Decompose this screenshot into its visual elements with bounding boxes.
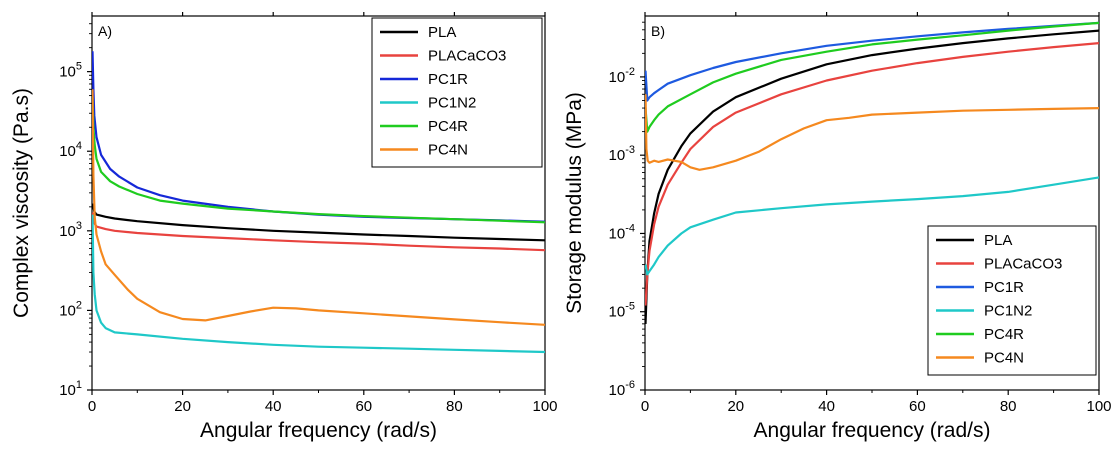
legend-label: PC1N2: [428, 95, 476, 112]
x-tick-label: 0: [88, 398, 96, 415]
x-tick-label: 100: [532, 398, 557, 415]
x-tick-label: 20: [174, 398, 191, 415]
series-line-pc4n: [92, 89, 545, 326]
y-tick-label: 104: [59, 140, 82, 160]
y-tick-label: 10-4: [609, 222, 635, 242]
panel-label: B): [651, 23, 665, 39]
y-tick-label: 10-6: [609, 379, 635, 399]
x-axis-label: Angular frequency (rad/s): [754, 419, 991, 442]
legend-label: PLACaCO3: [428, 48, 506, 65]
series-line-pc1r: [645, 21, 1099, 102]
y-tick-label: 10-2: [609, 66, 635, 86]
legend-label: PC1R: [428, 71, 468, 88]
series-group: [92, 51, 545, 354]
series-line-placaco3: [92, 212, 545, 252]
series-line-placaco3: [645, 42, 1099, 306]
y-axis-label: Complex viscosity (Pa.s): [10, 88, 33, 318]
x-axis-label: Angular frequency (rad/s): [200, 419, 437, 442]
legend-label: PC4R: [428, 118, 468, 135]
series-group: [645, 21, 1099, 324]
x-tick-label: 20: [727, 398, 744, 415]
x-tick-label: 40: [818, 398, 835, 415]
panel-label: A): [98, 23, 112, 39]
chart-panel-2: 0 20 40 60 80 100 10-6 10-5 10-4 10-3 10-2 Angular …: [563, 12, 1112, 442]
series-line-pc4r: [92, 95, 545, 224]
legend-label: PLA: [428, 24, 456, 41]
y-axis-label: Storage modulus (MPa): [563, 92, 586, 314]
legend-box: [371, 17, 543, 168]
y-tick-label: 103: [59, 220, 82, 240]
x-tick-label: 100: [1086, 398, 1111, 415]
y-tick-label: 10-3: [609, 144, 635, 164]
series-line-pc1n2: [92, 214, 545, 354]
x-tick-label: 80: [446, 398, 463, 415]
series-line-pc4n: [645, 94, 1099, 171]
x-tick-label: 60: [909, 398, 926, 415]
legend-label: PC4N: [428, 142, 468, 159]
series-line-pla: [645, 29, 1099, 324]
legend-label: PC1N2: [984, 303, 1032, 320]
x-tick-label: 80: [1000, 398, 1017, 415]
legend-label: PLACaCO3: [984, 256, 1062, 273]
y-tick-label: 101: [59, 379, 82, 399]
chart-panel-1: 0 20 40 60 80 100 101 102 103 104 105 Angular frequ…: [10, 12, 558, 442]
y-tick-label: 10-5: [609, 301, 635, 321]
legend-label: PLA: [984, 232, 1012, 249]
x-tick-label: 40: [265, 398, 282, 415]
legend-label: PC4N: [984, 350, 1024, 367]
legend-label: PC4R: [984, 326, 1024, 343]
legend-label: PC1R: [984, 279, 1024, 296]
series-line-pla: [92, 203, 545, 242]
series-line-pc4r: [645, 21, 1099, 133]
x-tick-label: 0: [641, 398, 649, 415]
x-tick-label: 60: [355, 398, 372, 415]
y-tick-label: 105: [59, 61, 82, 81]
legend-box: [927, 225, 1097, 376]
series-line-pc1n2: [645, 176, 1099, 276]
y-tick-label: 102: [59, 299, 82, 319]
